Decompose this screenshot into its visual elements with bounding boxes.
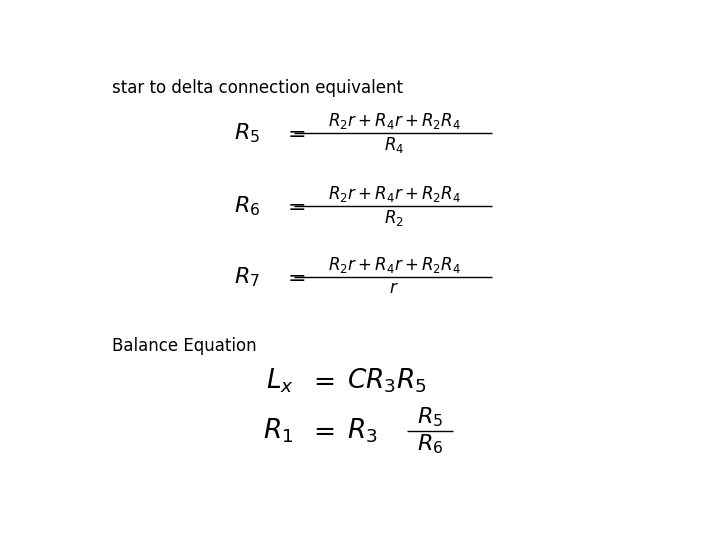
Text: Balance Equation: Balance Equation — [112, 337, 257, 355]
Text: $r$: $r$ — [390, 279, 399, 297]
Text: $=$: $=$ — [308, 368, 335, 394]
Text: star to delta connection equivalent: star to delta connection equivalent — [112, 79, 403, 97]
Text: $R_6$: $R_6$ — [417, 433, 444, 456]
Text: $R_2r+R_4r+R_2R_4$: $R_2r+R_4r+R_2R_4$ — [328, 111, 461, 131]
Text: $R_4$: $R_4$ — [384, 136, 404, 156]
Text: $=$: $=$ — [282, 267, 305, 287]
Text: $R_3$: $R_3$ — [347, 416, 377, 445]
Text: $R_5$: $R_5$ — [418, 405, 444, 429]
Text: $R_2r+R_4r+R_2R_4$: $R_2r+R_4r+R_2R_4$ — [328, 255, 461, 275]
Text: $L_x$: $L_x$ — [266, 367, 294, 395]
Text: $R_7$: $R_7$ — [234, 265, 260, 289]
Text: $R_1$: $R_1$ — [264, 416, 294, 445]
Text: $R_6$: $R_6$ — [234, 194, 260, 218]
Text: $R_2r+R_4r+R_2R_4$: $R_2r+R_4r+R_2R_4$ — [328, 184, 461, 204]
Text: $=$: $=$ — [308, 418, 335, 444]
Text: $=$: $=$ — [282, 124, 305, 144]
Text: $=$: $=$ — [282, 196, 305, 216]
Text: $R_5$: $R_5$ — [234, 122, 260, 145]
Text: $R_2$: $R_2$ — [384, 208, 404, 228]
Text: $CR_3R_5$: $CR_3R_5$ — [347, 367, 426, 395]
